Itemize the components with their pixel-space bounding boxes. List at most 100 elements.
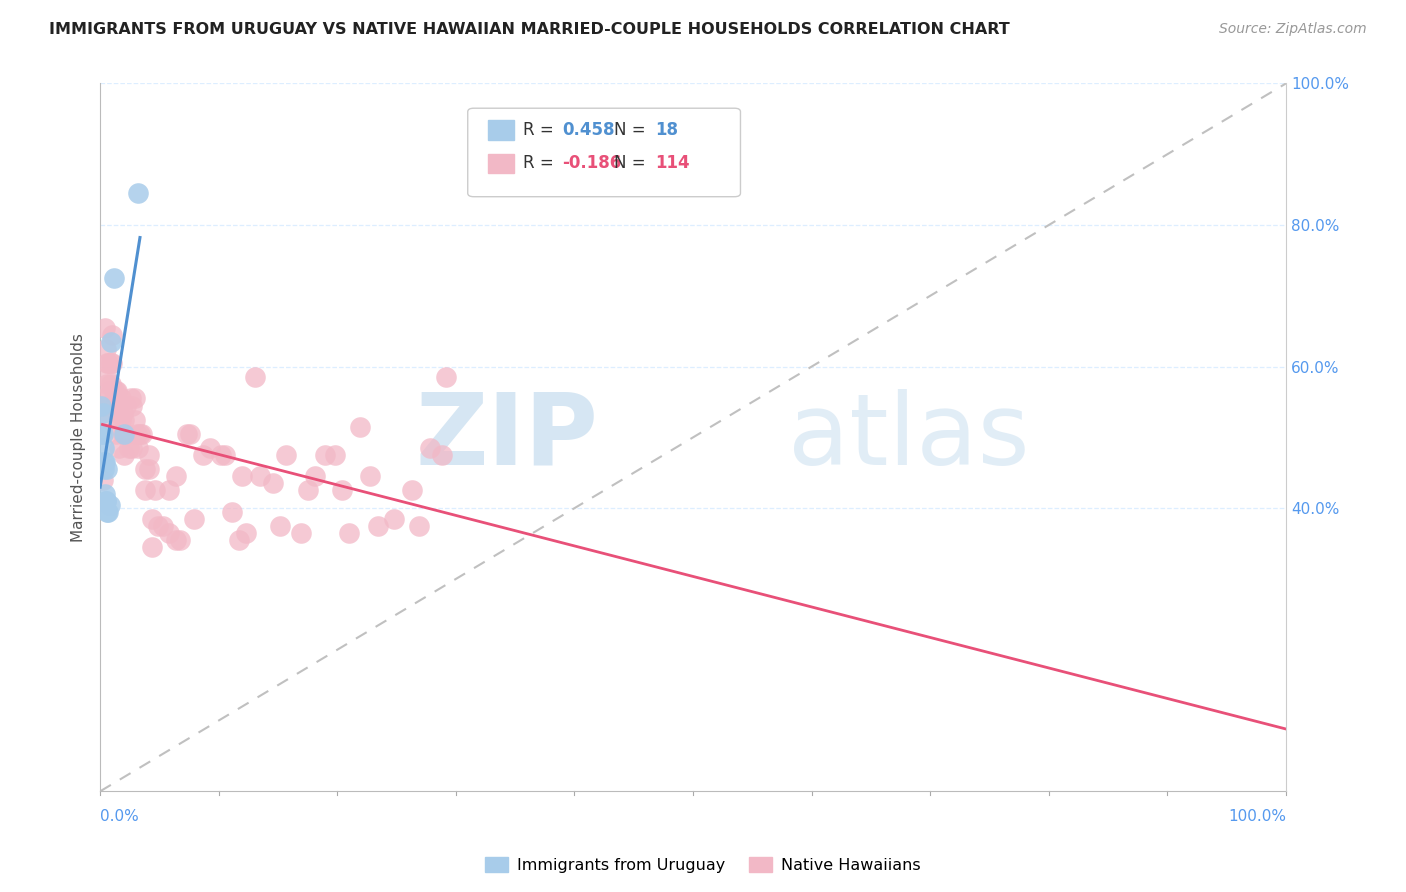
Point bbox=[330, 483, 353, 498]
Point bbox=[96, 377, 118, 392]
Point bbox=[382, 512, 405, 526]
Bar bbox=[488, 153, 515, 173]
Text: 18: 18 bbox=[655, 121, 678, 139]
Point bbox=[110, 412, 132, 426]
Text: Source: ZipAtlas.com: Source: ZipAtlas.com bbox=[1219, 22, 1367, 37]
Point bbox=[134, 462, 156, 476]
Point bbox=[97, 356, 120, 370]
Point bbox=[104, 384, 127, 399]
Point bbox=[276, 448, 298, 462]
Point bbox=[209, 448, 232, 462]
Point bbox=[94, 320, 117, 334]
Point bbox=[249, 469, 271, 483]
Point bbox=[169, 533, 191, 547]
Point bbox=[108, 399, 131, 413]
Point bbox=[143, 483, 166, 498]
Text: IMMIGRANTS FROM URUGUAY VS NATIVE HAWAIIAN MARRIED-COUPLE HOUSEHOLDS CORRELATION: IMMIGRANTS FROM URUGUAY VS NATIVE HAWAII… bbox=[49, 22, 1010, 37]
Point bbox=[349, 419, 371, 434]
Point bbox=[98, 412, 121, 426]
Point bbox=[323, 448, 346, 462]
Point bbox=[125, 426, 148, 441]
Point bbox=[314, 448, 336, 462]
Point bbox=[165, 469, 187, 483]
Point bbox=[93, 462, 115, 476]
Point bbox=[94, 494, 117, 508]
Point bbox=[90, 426, 112, 441]
Text: R =: R = bbox=[523, 154, 560, 172]
Point bbox=[90, 399, 112, 413]
Point bbox=[121, 441, 143, 455]
Text: 114: 114 bbox=[655, 154, 690, 172]
Point bbox=[408, 519, 430, 533]
Point bbox=[93, 441, 115, 455]
Point bbox=[103, 384, 125, 399]
Text: atlas: atlas bbox=[787, 389, 1029, 486]
Point bbox=[105, 406, 128, 420]
Point bbox=[262, 476, 284, 491]
Text: 0.458: 0.458 bbox=[562, 121, 614, 139]
Point bbox=[91, 406, 114, 420]
Point bbox=[101, 327, 124, 342]
Point bbox=[141, 540, 163, 554]
Point bbox=[104, 426, 127, 441]
Text: -0.186: -0.186 bbox=[562, 154, 621, 172]
Point bbox=[110, 392, 132, 406]
Point bbox=[121, 399, 143, 413]
Point bbox=[124, 412, 146, 426]
Point bbox=[98, 384, 121, 399]
Point bbox=[94, 392, 117, 406]
Point bbox=[401, 483, 423, 498]
Point bbox=[214, 448, 236, 462]
Legend: Immigrants from Uruguay, Native Hawaiians: Immigrants from Uruguay, Native Hawaiian… bbox=[479, 851, 927, 880]
Text: ZIP: ZIP bbox=[415, 389, 598, 486]
Point bbox=[127, 186, 149, 201]
Point bbox=[96, 505, 118, 519]
Point bbox=[101, 356, 124, 370]
Point bbox=[138, 448, 160, 462]
Point bbox=[221, 505, 243, 519]
Point bbox=[200, 441, 222, 455]
Point bbox=[304, 469, 326, 483]
Point bbox=[112, 426, 135, 441]
Point bbox=[103, 399, 125, 413]
Point bbox=[228, 533, 250, 547]
Point bbox=[91, 473, 114, 487]
Point bbox=[176, 426, 198, 441]
Point bbox=[193, 448, 215, 462]
Text: 0.0%: 0.0% bbox=[100, 809, 139, 824]
Point bbox=[430, 448, 453, 462]
Point bbox=[141, 512, 163, 526]
Point bbox=[367, 519, 389, 533]
Point bbox=[131, 426, 153, 441]
Point bbox=[297, 483, 319, 498]
Point bbox=[290, 525, 312, 540]
Point bbox=[94, 370, 117, 384]
Point bbox=[100, 377, 122, 392]
Text: N =: N = bbox=[613, 154, 651, 172]
Point bbox=[100, 356, 122, 370]
Point bbox=[419, 441, 441, 455]
Point bbox=[111, 406, 134, 420]
Point bbox=[115, 426, 138, 441]
Point bbox=[94, 494, 117, 508]
Bar bbox=[488, 120, 515, 140]
Point bbox=[111, 426, 134, 441]
Point bbox=[112, 448, 135, 462]
Point bbox=[100, 334, 122, 349]
Point bbox=[96, 356, 118, 370]
Y-axis label: Married-couple Households: Married-couple Households bbox=[72, 333, 86, 541]
Point bbox=[157, 525, 180, 540]
Point bbox=[115, 399, 138, 413]
Point bbox=[134, 483, 156, 498]
Point bbox=[231, 469, 253, 483]
Point bbox=[269, 519, 291, 533]
Point bbox=[138, 462, 160, 476]
Point bbox=[129, 426, 152, 441]
Point bbox=[148, 519, 170, 533]
Point bbox=[434, 370, 457, 384]
Point bbox=[103, 271, 125, 285]
Point bbox=[91, 426, 114, 441]
Point bbox=[97, 505, 120, 519]
Point bbox=[360, 469, 382, 483]
Point bbox=[152, 519, 174, 533]
